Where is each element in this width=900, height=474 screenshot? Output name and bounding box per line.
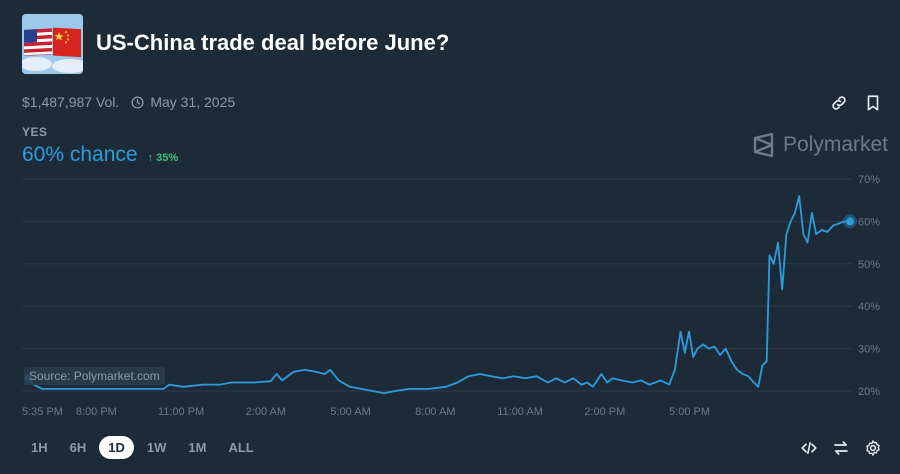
series-line (27, 195, 850, 394)
swap-icon[interactable] (832, 439, 850, 457)
price-chart: 20% 30% 40% 50% 60% 70% 5:35 PM 8:00 PM 11:00 P… (22, 174, 880, 418)
embed-icon[interactable] (800, 439, 818, 457)
clock-icon (131, 95, 144, 109)
range-button-1m[interactable]: 1M (188, 440, 207, 455)
market-meta: $1,487,987 Vol. May 31, 2025 (22, 94, 235, 110)
link-icon[interactable] (830, 94, 848, 112)
series-end-point[interactable] (846, 217, 854, 226)
range-button-1w[interactable]: 1W (146, 440, 167, 455)
outcome-label: YES (22, 125, 48, 139)
market-actions (830, 94, 882, 112)
x-tick-label: 5:35 PM (22, 406, 63, 418)
chart-tools (800, 439, 882, 457)
bookmark-icon[interactable] (864, 94, 882, 112)
market-thumbnail (22, 14, 83, 74)
range-selector: 1H 6H 1D 1W 1M ALL (22, 436, 263, 459)
end-date-text: May 31, 2025 (150, 94, 236, 110)
y-tick-label: 40% (858, 301, 880, 313)
polymarket-mark-icon (753, 133, 774, 157)
volume-text: $1,487,987 Vol. (22, 94, 120, 110)
market-title: US-China trade deal before June? (96, 30, 450, 55)
y-tick-label: 30% (858, 344, 880, 356)
range-button-1h[interactable]: 1H (31, 440, 48, 455)
change-indicator: ↑ 35% (148, 152, 179, 164)
x-tick-label: 8:00 PM (76, 406, 117, 418)
x-tick-label: 5:00 AM (330, 406, 370, 418)
y-tick-label: 20% (858, 386, 880, 398)
polymarket-logo: Polymarket (753, 133, 888, 157)
x-tick-label: 5:00 PM (669, 406, 710, 418)
settings-icon[interactable] (864, 439, 882, 457)
x-tick-label: 11:00 AM (497, 406, 543, 418)
x-tick-label: 2:00 AM (246, 406, 286, 418)
y-tick-label: 60% (858, 216, 880, 228)
chance-value: 60% chance (22, 143, 138, 166)
y-tick-label: 70% (858, 174, 880, 186)
source-label: Source: Polymarket.com (24, 367, 165, 385)
range-button-all[interactable]: ALL (228, 440, 254, 455)
range-button-1d[interactable]: 1D (99, 436, 134, 459)
x-tick-label: 2:00 PM (584, 406, 625, 418)
chance-row: 60% chance ↑ 35% (22, 143, 178, 167)
change-value: 35% (156, 152, 179, 164)
arrow-up-icon: ↑ (147, 152, 154, 164)
range-button-6h[interactable]: 6H (69, 440, 87, 455)
y-tick-label: 50% (858, 259, 880, 271)
x-tick-label: 8:00 AM (415, 406, 455, 418)
brand-name: Polymarket (782, 133, 888, 156)
x-tick-label: 11:00 PM (158, 406, 204, 418)
